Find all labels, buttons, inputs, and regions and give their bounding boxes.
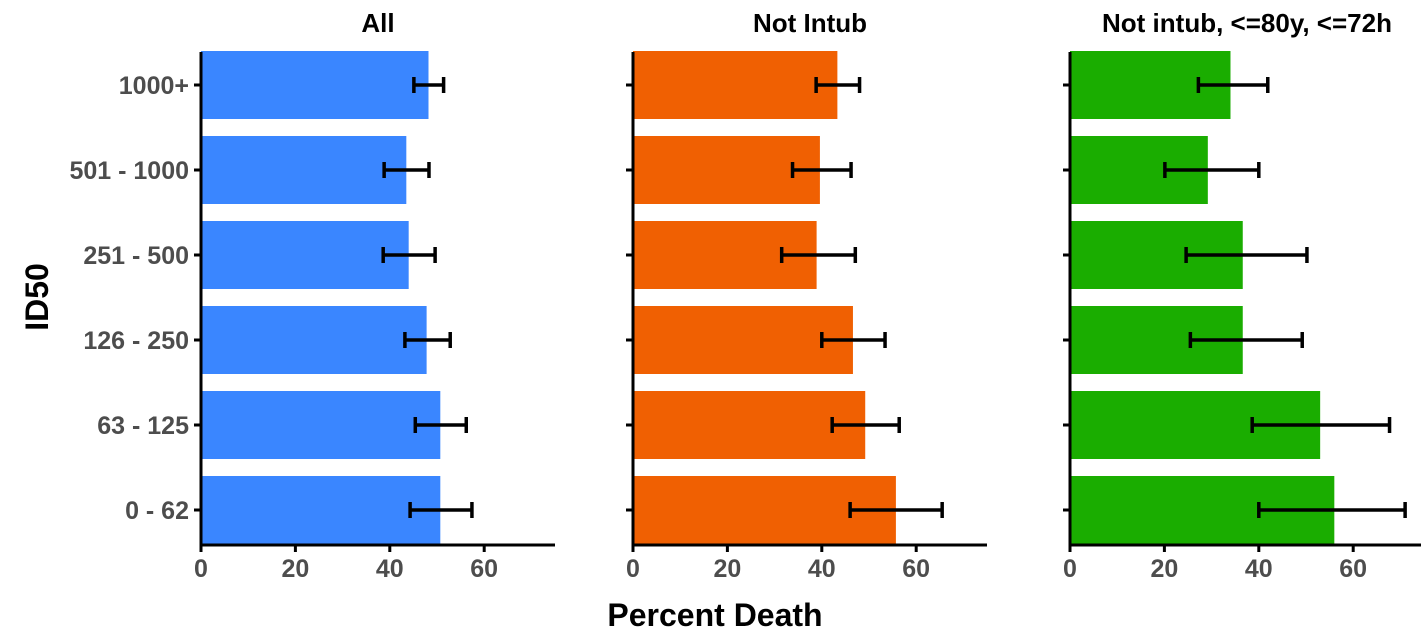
bar <box>633 136 820 204</box>
panels-layer: All 1000+ 501 - 1000 251 - 500 126 - 250 63 -… <box>69 8 1421 583</box>
bar <box>201 221 409 289</box>
y-tick-label: 63 - 125 <box>97 412 189 440</box>
x-tick-label: 40 <box>1245 555 1273 583</box>
bar <box>633 306 853 374</box>
bar <box>201 306 427 374</box>
y-tick-label: 501 - 1000 <box>69 157 189 185</box>
bar <box>201 391 441 459</box>
panel-1: All 1000+ 501 - 1000 251 - 500 126 - 250 63 -… <box>69 8 555 583</box>
x-tick-label: 0 <box>194 555 208 583</box>
bar <box>201 476 441 544</box>
y-tick-label: 0 - 62 <box>125 497 189 525</box>
y-tick-label: 251 - 500 <box>83 242 189 270</box>
x-tick-label: 0 <box>626 555 640 583</box>
bar <box>201 51 429 119</box>
panel-title: Not intub, <=80y, <=72h <box>1102 8 1392 38</box>
x-tick-label: 60 <box>902 555 930 583</box>
y-axis-title: ID50 <box>19 263 55 331</box>
x-tick-label: 0 <box>1063 555 1077 583</box>
x-tick-label: 20 <box>281 555 309 583</box>
x-tick-label: 60 <box>470 555 498 583</box>
x-axis-title: Percent Death <box>607 597 822 631</box>
panel-title: Not Intub <box>753 8 867 38</box>
x-tick-label: 40 <box>376 555 404 583</box>
panel-2: Not Intub 0 20 40 60 <box>626 8 987 583</box>
bar <box>201 136 407 204</box>
x-tick-label: 40 <box>808 555 836 583</box>
x-tick-label: 20 <box>1150 555 1178 583</box>
bar <box>633 391 866 459</box>
panel-title: All <box>361 8 394 38</box>
panel-3: Not intub, <=80y, <=72h 0 20 40 60 <box>1063 8 1421 583</box>
x-tick-label: 60 <box>1339 555 1367 583</box>
y-tick-label: 126 - 250 <box>83 327 189 355</box>
y-tick-label: 1000+ <box>119 72 189 100</box>
x-tick-label: 20 <box>713 555 741 583</box>
bar <box>633 51 838 119</box>
